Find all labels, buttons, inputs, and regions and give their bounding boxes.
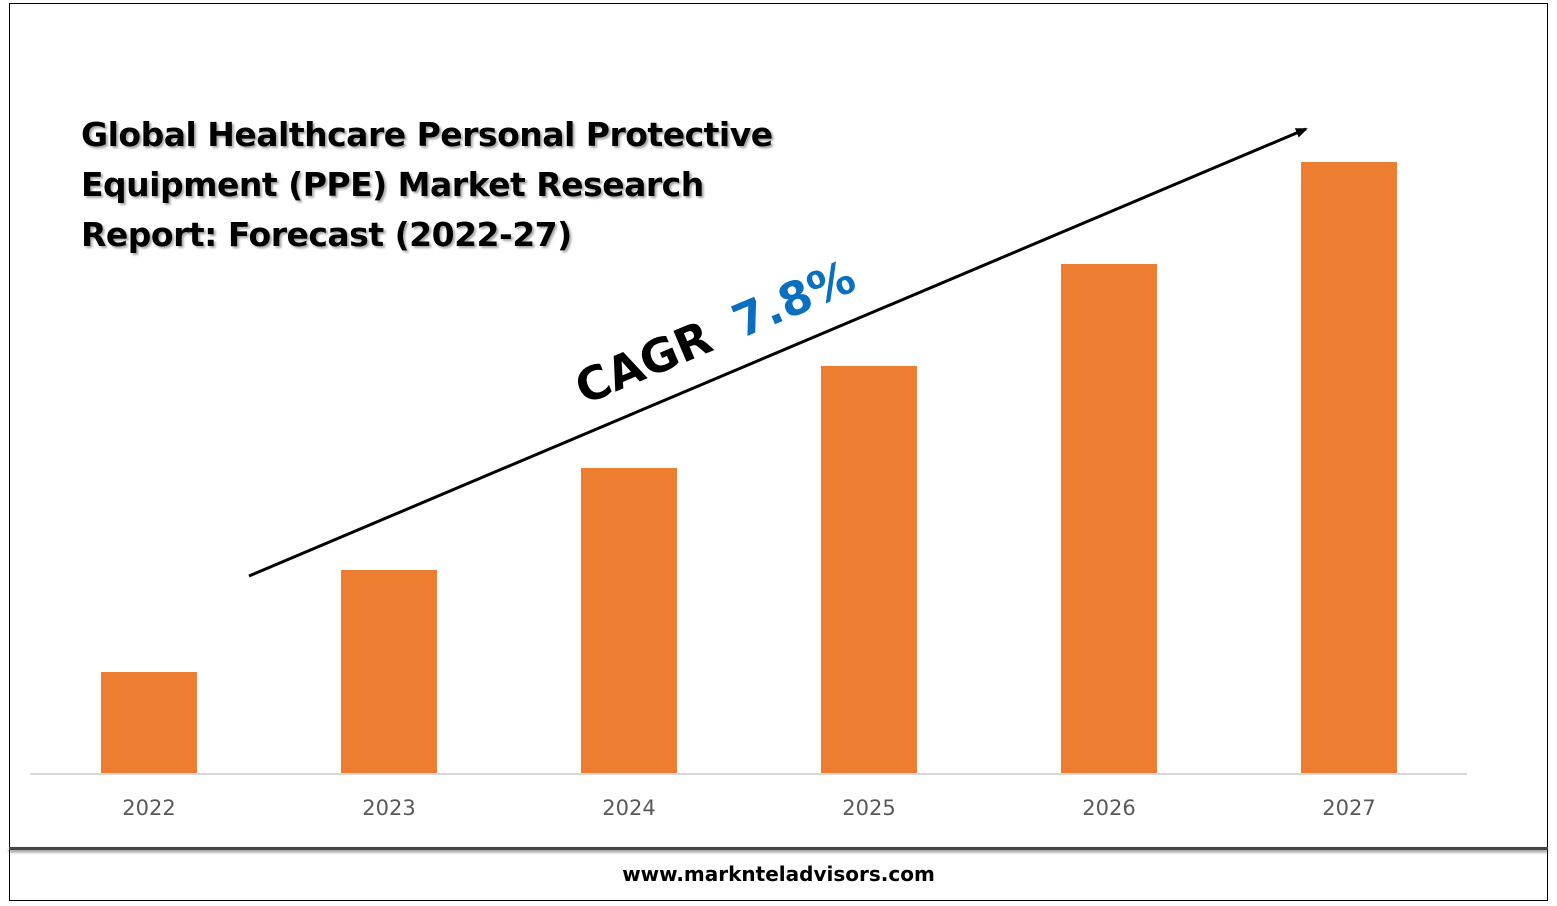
cagr-value: 7.8% xyxy=(724,249,863,348)
chart-title: Global Healthcare Personal Protective Eq… xyxy=(81,115,773,254)
x-tick-label-2024: 2024 xyxy=(602,796,655,820)
x-tick-label-2022: 2022 xyxy=(122,796,175,820)
x-tick-label-2023: 2023 xyxy=(362,796,415,820)
cagr-annotation: CAGR 7.8% xyxy=(567,249,863,415)
x-tick-labels: 2022 2023 2024 2025 2026 2027 xyxy=(122,796,1375,820)
cagr-label: CAGR xyxy=(567,310,719,415)
bar-2025 xyxy=(821,366,917,774)
bar-2027 xyxy=(1301,162,1397,774)
growth-trend-arrow xyxy=(248,127,1308,578)
bar-2022 xyxy=(101,672,197,774)
bar-2024 xyxy=(581,468,677,774)
x-tick-label-2026: 2026 xyxy=(1082,796,1135,820)
bar-2023 xyxy=(341,570,437,774)
x-tick-label-2027: 2027 xyxy=(1322,796,1375,820)
chart-frame xyxy=(9,3,1548,901)
footer-separator xyxy=(9,847,1548,850)
bar-group xyxy=(101,162,1397,774)
bar-2026 xyxy=(1061,264,1157,774)
x-tick-label-2025: 2025 xyxy=(842,796,895,820)
footer-url: www.marknteladvisors.com xyxy=(622,862,935,886)
